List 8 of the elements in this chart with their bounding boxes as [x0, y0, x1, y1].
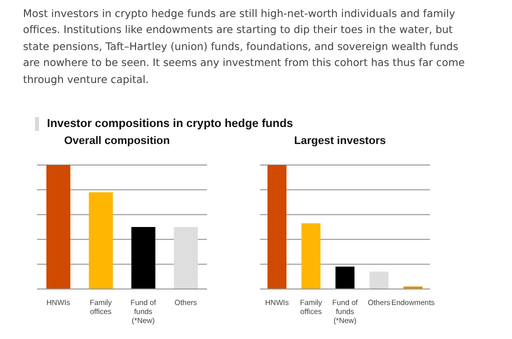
- text: Investor compositions in crypto hedge funds: [47, 118, 293, 130]
- chart-title: Overall composition: [63, 135, 171, 149]
- text: Most investors in crypto hedge funds are still high-net-worth individuals and family offices. Institutions like endowments are starting to dip their toes in the water, but state pensions, Taft–Hartley (union) funds, foundations, and sovereign wealth funds are nowhere to be seen. It seems any investment from this cohort has thus far come through venture capital.: [23, 7, 466, 88]
- chart-title: Largest investors: [293, 135, 387, 149]
- bar: [369, 272, 388, 289]
- bar: [301, 223, 320, 289]
- bar: [267, 165, 286, 289]
- bar: [335, 266, 354, 289]
